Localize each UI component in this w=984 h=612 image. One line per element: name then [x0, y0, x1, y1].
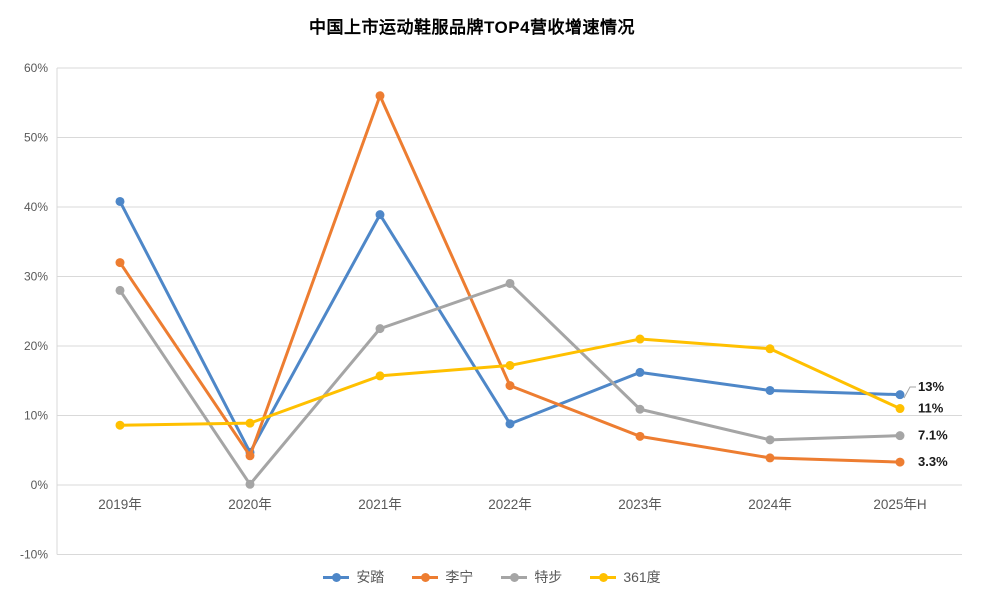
series-marker-lining — [895, 457, 905, 467]
series-marker-lining — [765, 453, 775, 463]
legend-label-lining: 李宁 — [445, 569, 474, 585]
series-marker-lining — [245, 451, 255, 461]
y-axis-tick-label: 30% — [24, 270, 48, 284]
label-leader-line — [903, 386, 916, 399]
series-marker-anta — [375, 210, 385, 220]
legend-marker-xtep — [501, 572, 528, 582]
legend-item-xtep: 特步 — [501, 567, 562, 587]
legend-marker-anta — [323, 572, 350, 582]
series-marker-anta — [635, 367, 645, 377]
legend-item-anta: 安踏 — [323, 567, 384, 587]
legend-item-lining: 李宁 — [412, 567, 473, 587]
end-label-lining: 3.3% — [918, 454, 948, 469]
y-axis-tick-label: 40% — [24, 200, 48, 214]
series-marker-xtep — [765, 435, 775, 445]
x-axis-tick-label: 2024年 — [748, 497, 792, 512]
series-marker-361du — [895, 404, 905, 414]
legend-label-anta: 安踏 — [356, 569, 385, 585]
series-marker-361du — [635, 334, 645, 344]
series-line-anta — [118, 199, 902, 454]
series-line-lining — [118, 94, 902, 464]
series-marker-xtep — [505, 278, 515, 288]
end-label-xtep: 7.1% — [918, 428, 948, 443]
y-axis-tick-label: 50% — [24, 131, 48, 145]
series-marker-lining — [505, 381, 515, 391]
y-axis-tick-label: -10% — [20, 548, 48, 562]
x-axis-tick-label: 2019年 — [98, 497, 142, 512]
chart-title: 中国上市运动鞋服品牌TOP4营收增速情况 — [308, 18, 636, 37]
x-axis-tick-label: 2025年H — [873, 497, 926, 512]
x-axis-tick-label: 2023年 — [618, 497, 662, 512]
chart-legend: 安踏 李宁 特步 361度 — [0, 567, 984, 587]
series-marker-361du — [245, 418, 255, 428]
y-axis-tick-label: 20% — [24, 339, 48, 353]
x-axis-tick-label: 2021年 — [358, 497, 402, 512]
end-label-361du: 11% — [918, 401, 944, 416]
series-marker-xtep — [895, 431, 905, 441]
series-marker-361du — [115, 420, 125, 430]
x-axis-tick-label: 2020年 — [228, 497, 272, 512]
series-marker-361du — [765, 344, 775, 354]
legend-label-xtep: 特步 — [534, 569, 563, 585]
series-marker-anta — [895, 390, 905, 400]
y-axis-tick-label: 60% — [24, 61, 48, 75]
end-label-anta: 13% — [918, 379, 944, 394]
series-marker-anta — [115, 196, 125, 206]
series-marker-xtep — [245, 479, 255, 489]
series-marker-xtep — [635, 404, 645, 414]
legend-item-361du: 361度 — [590, 567, 661, 587]
series-marker-361du — [505, 360, 515, 370]
series-marker-lining — [375, 91, 385, 101]
series-marker-361du — [375, 371, 385, 381]
series-marker-anta — [505, 419, 515, 429]
y-axis-tick-label: 10% — [24, 409, 48, 423]
y-axis-tick-label: 0% — [31, 478, 49, 492]
x-axis-tick-label: 2022年 — [488, 497, 532, 512]
series-marker-lining — [115, 258, 125, 268]
legend-label-361du: 361度 — [623, 569, 661, 585]
series-marker-anta — [765, 385, 775, 395]
series-marker-xtep — [375, 324, 385, 334]
legend-marker-361du — [590, 572, 617, 582]
series-marker-xtep — [115, 285, 125, 295]
legend-marker-lining — [412, 572, 439, 582]
series-marker-lining — [635, 431, 645, 441]
